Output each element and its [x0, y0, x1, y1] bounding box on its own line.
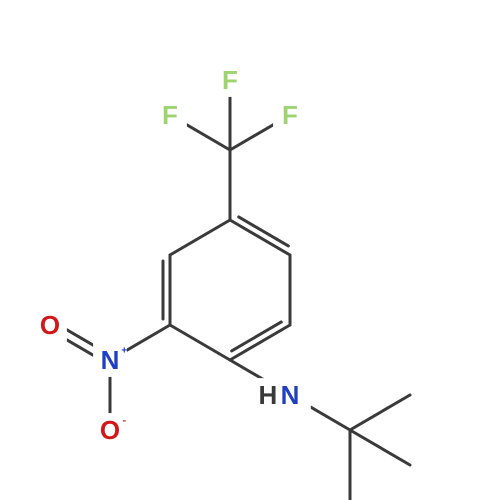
svg-text:F: F: [222, 65, 238, 95]
svg-text:O: O: [40, 310, 60, 340]
svg-text:-: -: [123, 415, 127, 426]
atom-o2: O-: [93, 413, 127, 447]
svg-text:F: F: [282, 100, 298, 130]
atom-f1: F: [273, 98, 307, 132]
svg-text:N: N: [281, 380, 300, 410]
molecule-diagram: FFFN+OO-NH: [0, 0, 500, 500]
atom-f2: F: [153, 98, 187, 132]
svg-text:F: F: [162, 100, 178, 130]
svg-text:O: O: [100, 415, 120, 445]
svg-text:+: +: [121, 345, 127, 356]
atom-o1: O: [33, 308, 67, 342]
atom-f3: F: [213, 63, 247, 97]
atom-n1: N+: [93, 343, 127, 377]
svg-text:N: N: [101, 345, 120, 375]
atom-n2: NH: [254, 378, 311, 412]
svg-text:H: H: [259, 380, 278, 410]
